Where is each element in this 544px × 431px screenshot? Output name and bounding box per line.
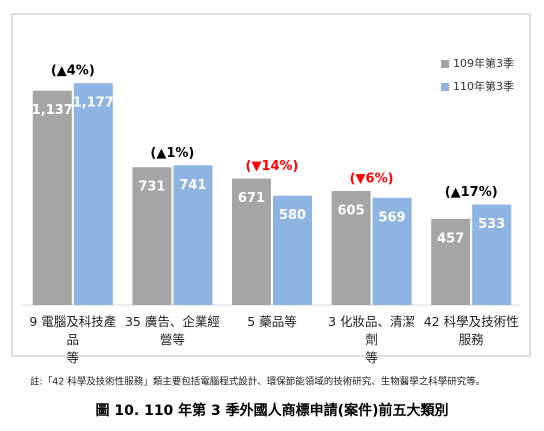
- x-tick-label: 5 藥品等: [247, 314, 297, 329]
- value-label: 580: [279, 208, 306, 223]
- value-label: 731: [138, 180, 165, 195]
- bar: [32, 90, 72, 305]
- legend-label: 109年第3季: [453, 56, 514, 70]
- bar: [472, 204, 512, 305]
- value-label: 741: [179, 178, 206, 193]
- caption: 圖 10. 110 年第 3 季外國人商標申請(案件)前五大類別: [96, 402, 449, 419]
- value-label: 605: [338, 203, 365, 218]
- change-label: (▲17%): [445, 185, 498, 200]
- bar: [232, 178, 271, 305]
- value-label: 671: [238, 191, 265, 206]
- bar: [273, 195, 312, 305]
- value-label: 533: [478, 217, 505, 232]
- bar: [73, 83, 113, 305]
- change-label: (▼6%): [350, 171, 394, 186]
- change-label: (▼14%): [246, 159, 299, 174]
- value-label: 569: [379, 210, 406, 225]
- value-label: 1,177: [73, 96, 114, 111]
- bar: [431, 218, 471, 305]
- x-tick-label: 3 化妝品、清潔劑 等: [328, 314, 416, 365]
- bar: [331, 190, 371, 305]
- x-tick-label: 42 科學及技術性 服務: [423, 314, 519, 347]
- value-label: 457: [437, 231, 464, 246]
- legend-swatch: [441, 83, 449, 91]
- note: 註:「42 科學及技術性服務」類主要包括電腦程式設計、環保節能領域的技術研究、生…: [30, 376, 485, 388]
- x-tick-label: 9 電腦及科技產品 等: [29, 314, 117, 365]
- value-label: 1,137: [32, 103, 73, 118]
- bar: [173, 165, 213, 305]
- legend-swatch: [441, 60, 449, 68]
- x-tick-label: 35 廣告、企業經 營等: [124, 314, 220, 347]
- change-label: (▲1%): [150, 146, 194, 161]
- bar: [132, 167, 172, 305]
- change-label: (▲4%): [51, 64, 95, 79]
- legend-label: 110年第3季: [453, 79, 514, 93]
- bar: [372, 197, 412, 305]
